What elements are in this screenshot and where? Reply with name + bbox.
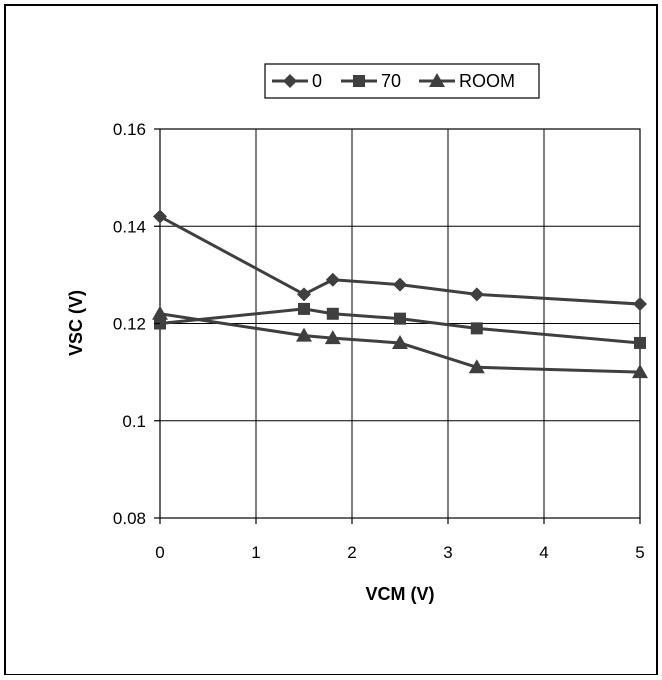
x-tick-label-4: 4 [539, 543, 548, 562]
legend: 0 70 ROOM [264, 63, 540, 99]
data-point-0-3 [393, 277, 407, 292]
series-layer [152, 209, 648, 379]
series-0 [153, 209, 647, 312]
x-tick-label-1: 1 [251, 543, 260, 562]
series-line-0 [159, 215, 641, 306]
legend-box [264, 63, 540, 99]
data-point-0-2 [325, 272, 340, 287]
x-tick-label-3: 3 [443, 543, 452, 562]
data-point-1-2 [326, 307, 339, 320]
y-tick-label-1: 0.1 [122, 412, 146, 431]
legend-label-1: 70 [381, 71, 401, 91]
series-2 [152, 305, 648, 379]
legend-marker-0 [283, 74, 297, 88]
series-line-1 [159, 307, 641, 345]
data-point-2-3 [392, 334, 408, 349]
data-point-2-0 [152, 305, 168, 320]
data-point-0-1 [297, 287, 311, 302]
data-point-0-0 [153, 209, 167, 224]
legend-marker-1 [353, 75, 365, 87]
y-tick-label-4: 0.16 [113, 120, 146, 139]
legend-label-0: 0 [312, 71, 322, 91]
data-point-1-4 [470, 322, 483, 335]
data-point-2-5 [632, 364, 648, 379]
data-point-2-2 [324, 330, 341, 345]
data-point-0-4 [469, 287, 484, 302]
legend-label-2: ROOM [459, 71, 515, 91]
data-point-0-5 [633, 297, 647, 312]
x-tick-label-0: 0 [155, 543, 164, 562]
x-tick-label-5: 5 [635, 543, 644, 562]
y-tick-label-0: 0.08 [113, 509, 146, 528]
y-tick-label-2: 0.12 [113, 315, 146, 334]
data-point-1-1 [298, 302, 310, 315]
data-point-2-4 [468, 359, 485, 374]
y-tick-labels: 0.08 0.1 0.12 0.14 0.16 [113, 120, 160, 528]
x-axis-title: VCM (V) [366, 584, 435, 604]
data-point-2-1 [296, 327, 312, 342]
legend-marker-2 [429, 73, 445, 87]
x-tick-label-2: 2 [347, 543, 356, 562]
data-point-1-3 [394, 312, 406, 325]
y-axis-title: VSC (V) [66, 290, 86, 356]
data-point-1-5 [634, 336, 646, 349]
y-tick-label-3: 0.14 [113, 217, 146, 236]
x-tick-labels: 0 1 2 3 4 5 [155, 518, 645, 562]
series-line-2 [159, 312, 641, 374]
